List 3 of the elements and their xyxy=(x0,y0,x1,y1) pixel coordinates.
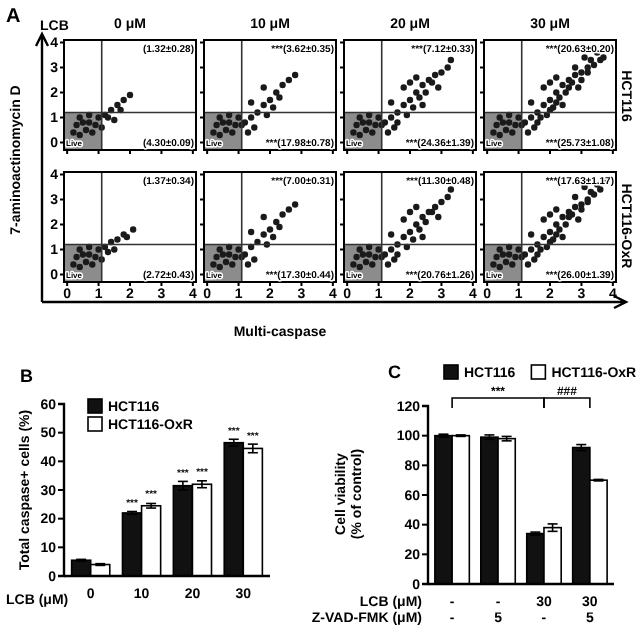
chart-title: B xyxy=(20,366,34,386)
text: A xyxy=(6,6,21,28)
chart-title: C xyxy=(388,362,402,382)
